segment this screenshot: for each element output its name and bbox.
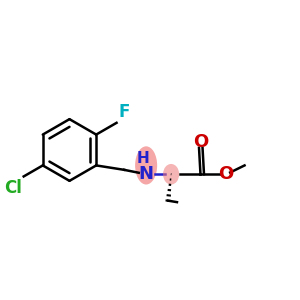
Ellipse shape [163,164,179,184]
Text: F: F [118,103,129,122]
Text: H: H [137,151,150,166]
Text: N: N [139,165,154,183]
Text: O: O [218,165,233,183]
Text: Cl: Cl [4,179,22,197]
Ellipse shape [135,146,157,184]
Text: O: O [193,133,208,151]
